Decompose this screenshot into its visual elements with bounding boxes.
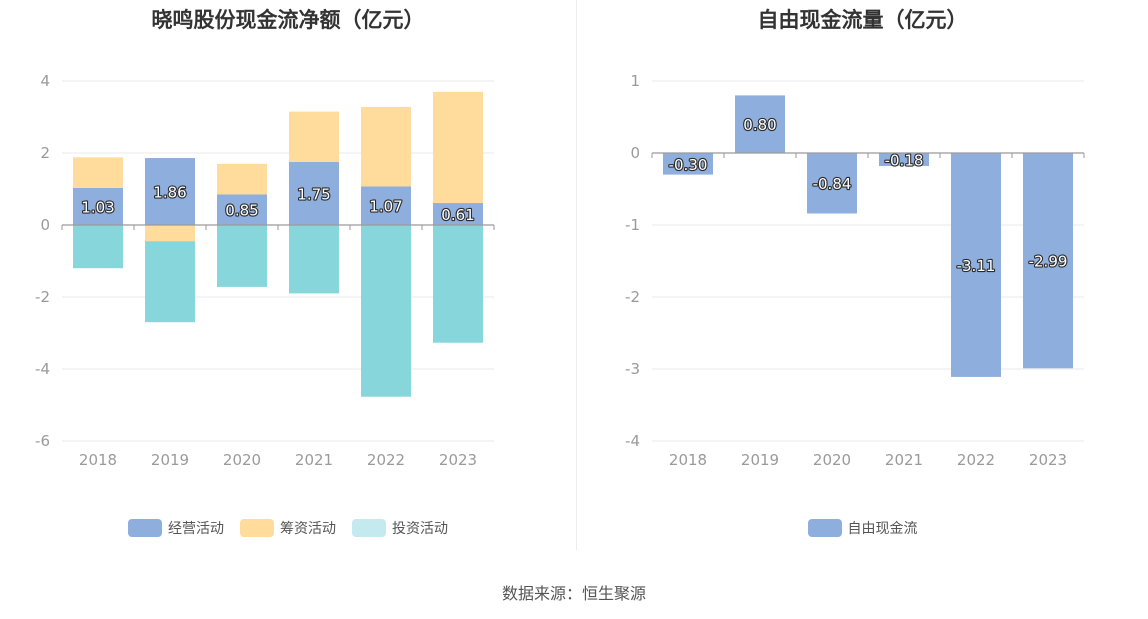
cash-flow-net-chart: 4 2 0 -2 -4 -6 1.03 2018 1.86 2019 0.85 2020 1.75 202…: [35, 72, 495, 469]
y-tick-label: -2: [625, 288, 640, 306]
data-label: -2.99: [1029, 253, 1068, 271]
panel-divider: [576, 0, 577, 550]
bar-筹资活动: [433, 91, 483, 204]
bar-自由现金流: [807, 153, 857, 214]
bar-经营活动: [145, 158, 195, 225]
y-tick-label: 0: [630, 144, 640, 162]
free-cash-flow-panel: 自由现金流量（亿元） 1 0 -1 -2 -3 -4 -0.30 2018 0.80 2019 -0…: [577, 0, 1148, 560]
bar-投资活动: [289, 225, 339, 294]
y-tick-label: -6: [35, 432, 50, 450]
bar-自由现金流: [735, 95, 785, 153]
data-label: 0.61: [441, 206, 474, 224]
legend-item-free-cash-flow[interactable]: 自由现金流: [807, 518, 918, 538]
bar-经营活动: [361, 186, 411, 225]
data-label: -0.30: [669, 156, 708, 174]
legend-swatch: [128, 519, 162, 537]
y-tick-label: -3: [625, 360, 640, 378]
x-tick-label: 2019: [741, 451, 779, 469]
legend-item-operating[interactable]: 经营活动: [128, 518, 224, 538]
free-cash-flow-chart: 1 0 -1 -2 -3 -4 -0.30 2018 0.80 2019 -0.84 2020 -0.1…: [625, 72, 1085, 469]
bar-筹资活动: [361, 106, 411, 187]
data-label: 1.03: [81, 198, 114, 216]
data-label: -0.84: [813, 175, 852, 193]
x-tick-label: 2023: [1029, 451, 1067, 469]
bar-自由现金流: [663, 153, 713, 175]
x-tick-label: 2020: [223, 451, 261, 469]
bar-经营活动: [433, 203, 483, 225]
bar-投资活动: [217, 225, 267, 287]
legend-swatch: [352, 519, 386, 537]
bar-投资活动: [361, 225, 411, 397]
legend-item-financing[interactable]: 筹资活动: [240, 518, 336, 538]
legend-label: 自由现金流: [847, 521, 918, 537]
data-label: 0.85: [225, 202, 258, 220]
data-label: 1.75: [297, 186, 330, 204]
legend-label: 经营活动: [168, 521, 224, 537]
x-tick-label: 2018: [79, 451, 117, 469]
bar-经营活动: [73, 187, 123, 225]
legend-label: 投资活动: [392, 521, 448, 537]
bar-投资活动: [73, 225, 123, 269]
legend-label: 筹资活动: [280, 521, 336, 537]
legend: 自由现金流: [577, 518, 1148, 538]
y-tick-label: 0: [40, 216, 50, 234]
y-tick-label: 4: [40, 72, 50, 90]
bar-经营活动: [289, 162, 339, 225]
bar-自由现金流: [1023, 153, 1073, 369]
chart-title: 自由现金流量（亿元）: [757, 8, 968, 32]
y-tick-label: -2: [35, 288, 50, 306]
x-tick-label: 2019: [151, 451, 189, 469]
x-tick-label: 2018: [669, 451, 707, 469]
data-source: 数据来源：恒生聚源: [501, 584, 646, 603]
data-label: 1.07: [369, 198, 402, 216]
bar-自由现金流: [951, 153, 1001, 377]
y-tick-label: -1: [625, 216, 640, 234]
x-tick-label: 2021: [885, 451, 923, 469]
x-tick-label: 2022: [957, 451, 995, 469]
bar-投资活动: [145, 241, 195, 323]
x-tick-label: 2022: [367, 451, 405, 469]
bar-筹资活动: [73, 157, 123, 188]
bar-筹资活动: [289, 111, 339, 162]
cash-flow-net-panel: 晓鸣股份现金流净额（亿元） 4 2 0 -2 -4 -6 1.03 2018 1.86 2019 0…: [0, 0, 576, 560]
data-label: 0.80: [743, 116, 776, 134]
legend-item-investing[interactable]: 投资活动: [352, 518, 448, 538]
chart-title: 晓鸣股份现金流净额（亿元）: [151, 8, 425, 32]
x-tick-label: 2020: [813, 451, 851, 469]
y-tick-label: 2: [40, 144, 50, 162]
x-tick-label: 2021: [295, 451, 333, 469]
y-tick-label: -4: [35, 360, 50, 378]
legend-swatch: [240, 519, 274, 537]
y-tick-label: 1: [630, 72, 640, 90]
bar-投资活动: [433, 225, 483, 343]
data-label: -3.11: [957, 257, 996, 275]
y-tick-label: -4: [625, 432, 640, 450]
bar-筹资活动: [217, 163, 267, 195]
x-tick-label: 2023: [439, 451, 477, 469]
data-label: 1.86: [153, 184, 186, 202]
bar-经营活动: [217, 194, 267, 225]
data-label: -0.18: [885, 151, 924, 169]
legend-swatch: [807, 519, 842, 537]
bar-筹资活动: [145, 225, 195, 242]
legend: 经营活动 筹资活动 投资活动: [0, 518, 576, 538]
bar-自由现金流: [879, 153, 929, 166]
